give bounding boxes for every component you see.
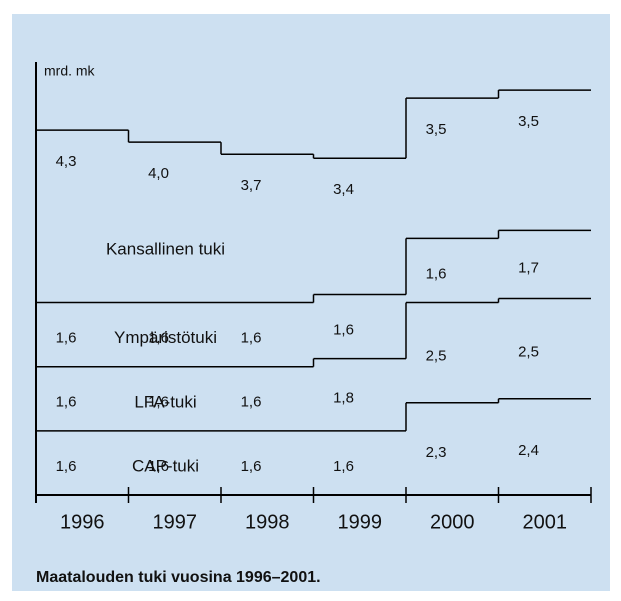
x-tick-label: 1996	[60, 511, 105, 533]
value-label: 2,5	[518, 344, 539, 361]
value-label: 3,5	[518, 113, 539, 130]
value-label: 1,7	[518, 259, 539, 276]
x-tick-label: 2001	[523, 511, 568, 533]
series-name: CAP-tuki	[132, 456, 199, 475]
segment	[314, 158, 407, 294]
value-label: 3,7	[241, 177, 262, 194]
value-label: 2,4	[518, 442, 539, 459]
y-axis-label: mrd. mk	[44, 63, 96, 79]
segment	[36, 130, 129, 302]
segment	[406, 303, 499, 403]
segment	[499, 90, 592, 230]
value-label: 4,0	[148, 165, 169, 182]
segment	[221, 431, 314, 495]
value-label: 2,5	[426, 348, 447, 365]
value-label: 1,6	[241, 330, 262, 347]
value-label: 1,6	[241, 458, 262, 475]
value-label: 1,8	[333, 390, 354, 407]
segment	[221, 154, 314, 302]
value-label: 1,6	[241, 394, 262, 411]
segment	[36, 367, 129, 431]
x-tick-label: 1997	[153, 511, 198, 533]
value-label: 3,4	[333, 181, 354, 198]
segment	[406, 98, 499, 238]
segment	[406, 403, 499, 495]
segment	[314, 295, 407, 359]
value-label: 1,6	[426, 265, 447, 282]
series-name: Ympäristötuki	[114, 328, 217, 347]
x-tick-label: 2000	[430, 511, 475, 533]
value-label: 1,6	[148, 458, 169, 475]
segment	[221, 303, 314, 367]
value-label: 1,6	[333, 322, 354, 339]
value-label: 2,3	[426, 444, 447, 461]
value-label: 4,3	[56, 153, 77, 170]
segment	[314, 431, 407, 495]
value-label: 3,5	[426, 121, 447, 138]
segment	[221, 367, 314, 431]
x-tick-label: 1998	[245, 511, 290, 533]
chart-title: Maatalouden tuki vuosina 1996–2001.	[36, 569, 321, 586]
segment	[129, 142, 222, 302]
segment	[499, 230, 592, 298]
series-name: Kansallinen tuki	[106, 240, 225, 259]
segment	[36, 431, 129, 495]
x-tick-label: 1999	[338, 511, 383, 533]
value-label: 1,6	[148, 330, 169, 347]
value-label: 1,6	[148, 394, 169, 411]
value-label: 1,6	[56, 394, 77, 411]
value-label: 1,6	[56, 458, 77, 475]
value-label: 1,6	[56, 330, 77, 347]
series-name: LFA-tuki	[134, 392, 196, 411]
value-label: 1,6	[333, 458, 354, 475]
segment	[499, 399, 592, 495]
segment	[314, 359, 407, 431]
segment	[499, 299, 592, 399]
segment	[406, 238, 499, 302]
